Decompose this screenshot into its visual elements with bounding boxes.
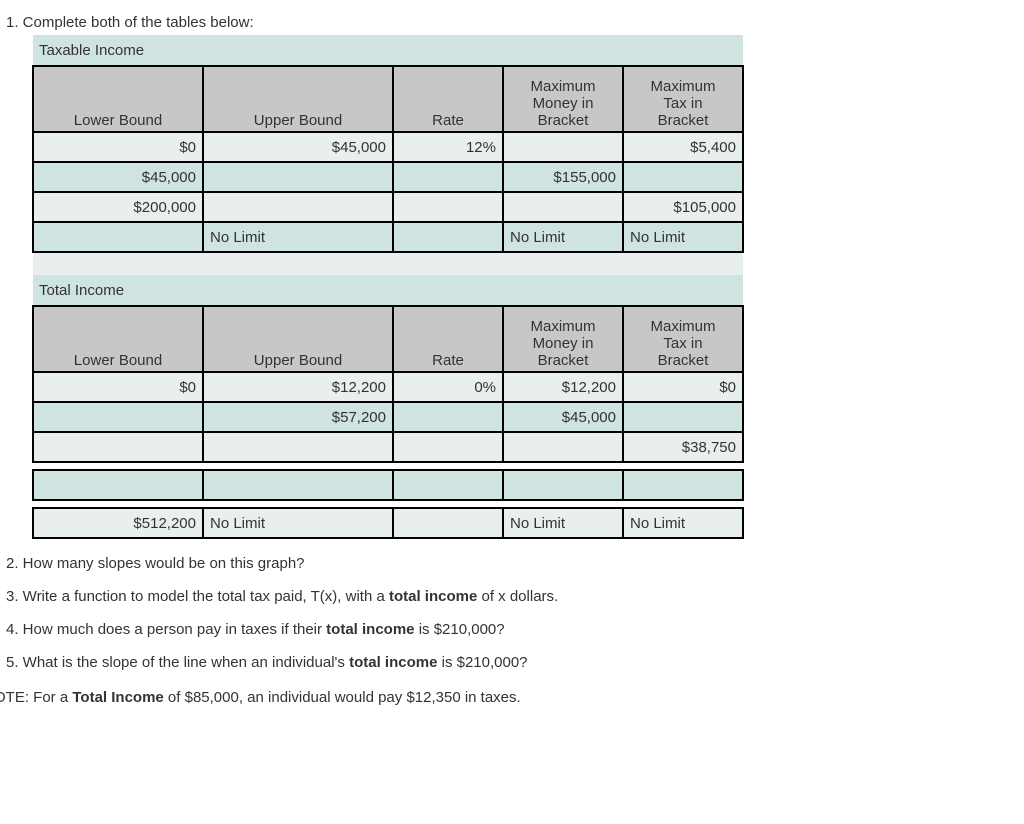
cell [33, 432, 203, 462]
col-lower-bound: Lower Bound [33, 66, 203, 132]
cell [393, 508, 503, 538]
cell: 12% [393, 132, 503, 162]
cell: No Limit [203, 508, 393, 538]
cell: No Limit [623, 508, 743, 538]
table-row: $38,750 [33, 432, 743, 462]
cell [33, 470, 203, 500]
cell: $45,000 [203, 132, 393, 162]
cell: $155,000 [503, 162, 623, 192]
table-row: No Limit No Limit No Limit [33, 222, 743, 252]
cell: $12,200 [203, 372, 393, 402]
cell [203, 470, 393, 500]
question-2: 2. How many slopes would be on this grap… [6, 555, 1020, 572]
cell: $5,400 [623, 132, 743, 162]
cell [623, 470, 743, 500]
note-text: OTE: For a Total Income of $85,000, an i… [0, 689, 1020, 706]
table-row: $0 $45,000 12% $5,400 [33, 132, 743, 162]
cell: $105,000 [623, 192, 743, 222]
cell [503, 132, 623, 162]
cell: $0 [33, 132, 203, 162]
table-header-row: Lower Bound Upper Bound Rate Maximum Mon… [33, 66, 743, 132]
col-max-tax: Maximum Tax in Bracket [623, 306, 743, 372]
cell [503, 432, 623, 462]
cell [503, 192, 623, 222]
cell [393, 222, 503, 252]
cell: No Limit [203, 222, 393, 252]
table-title-row: Total Income [33, 275, 743, 306]
col-lower-bound: Lower Bound [33, 306, 203, 372]
spacer-row [33, 462, 743, 470]
cell: No Limit [623, 222, 743, 252]
cell [203, 162, 393, 192]
cell: $12,200 [503, 372, 623, 402]
cell [503, 470, 623, 500]
cell [623, 162, 743, 192]
cell: $38,750 [623, 432, 743, 462]
cell: 0% [393, 372, 503, 402]
cell [393, 162, 503, 192]
cell [393, 470, 503, 500]
cell: No Limit [503, 222, 623, 252]
col-rate: Rate [393, 306, 503, 372]
cell [393, 402, 503, 432]
question-1: 1. Complete both of the tables below: [6, 14, 1020, 31]
question-5: 5. What is the slope of the line when an… [6, 654, 1020, 671]
cell: $0 [33, 372, 203, 402]
col-max-money: Maximum Money in Bracket [503, 306, 623, 372]
table-title: Taxable Income [33, 35, 743, 66]
cell: $45,000 [33, 162, 203, 192]
cell: $45,000 [503, 402, 623, 432]
cell: $200,000 [33, 192, 203, 222]
col-upper-bound: Upper Bound [203, 306, 393, 372]
table-row: $57,200 $45,000 [33, 402, 743, 432]
table-row: $512,200 No Limit No Limit No Limit [33, 508, 743, 538]
table-row: $0 $12,200 0% $12,200 $0 [33, 372, 743, 402]
cell [203, 192, 393, 222]
question-4: 4. How much does a person pay in taxes i… [6, 621, 1020, 638]
table-row: $45,000 $155,000 [33, 162, 743, 192]
table-row [33, 470, 743, 500]
col-upper-bound: Upper Bound [203, 66, 393, 132]
cell [33, 402, 203, 432]
cell [393, 432, 503, 462]
table-row: $200,000 $105,000 [33, 192, 743, 222]
table-taxable-income: Taxable Income Lower Bound Upper Bound R… [32, 35, 744, 539]
cell: $57,200 [203, 402, 393, 432]
cell: No Limit [503, 508, 623, 538]
cell: $0 [623, 372, 743, 402]
cell [393, 192, 503, 222]
col-max-tax: Maximum Tax in Bracket [623, 66, 743, 132]
table-title-row: Taxable Income [33, 35, 743, 66]
table-header-row: Lower Bound Upper Bound Rate Maximum Mon… [33, 306, 743, 372]
cell [203, 432, 393, 462]
question-3: 3. Write a function to model the total t… [6, 588, 1020, 605]
cell [623, 402, 743, 432]
spacer-row [33, 500, 743, 508]
cell: $512,200 [33, 508, 203, 538]
table-title: Total Income [33, 275, 743, 306]
cell [33, 222, 203, 252]
col-rate: Rate [393, 66, 503, 132]
col-max-money: Maximum Money in Bracket [503, 66, 623, 132]
spacer-row [33, 252, 743, 275]
